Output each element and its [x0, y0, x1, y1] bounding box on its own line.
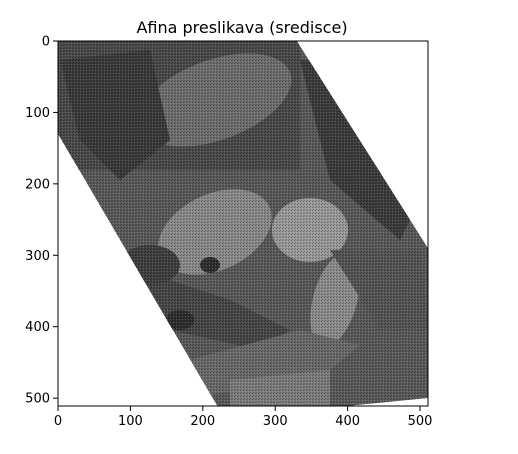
- x-tick-label: 400: [335, 414, 360, 429]
- y-tick-label: 300: [25, 249, 50, 264]
- plot-area: [58, 41, 428, 406]
- x-axis: 0 100 200 300 400 500: [54, 406, 433, 429]
- x-tick-label: 100: [118, 414, 143, 429]
- x-tick-label: 500: [408, 414, 433, 429]
- axes-frame: [57, 40, 429, 407]
- y-axis: 0 100 200 300 400 500: [25, 35, 58, 407]
- image-pixels: [58, 41, 428, 406]
- chart-title: Afina preslikava (sredisce): [136, 18, 347, 37]
- y-tick-label: 100: [25, 106, 50, 121]
- x-tick-label: 0: [54, 414, 62, 429]
- x-tick-label: 300: [263, 414, 288, 429]
- y-tick-label: 500: [25, 392, 50, 407]
- transformed-image: [58, 41, 428, 406]
- y-tick-label: 0: [42, 35, 50, 50]
- y-tick-label: 200: [25, 177, 50, 192]
- y-tick-label: 400: [25, 320, 50, 335]
- x-tick-label: 200: [190, 414, 215, 429]
